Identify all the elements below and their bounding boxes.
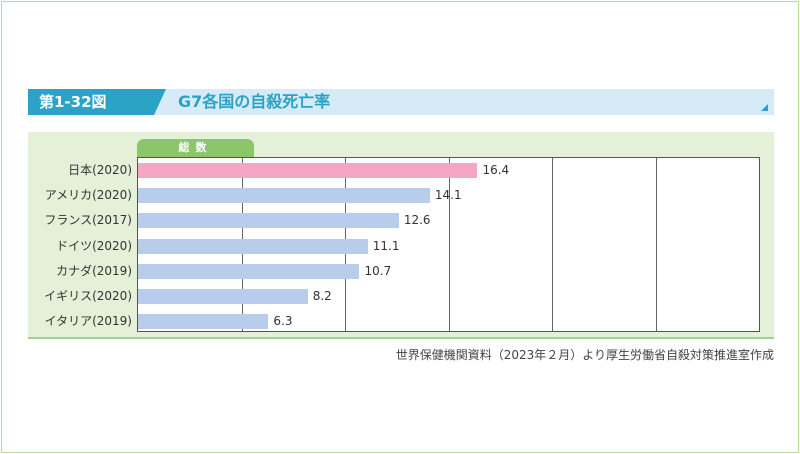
category-label: イギリス(2020) [44, 289, 132, 303]
figure-number: 第1-32図 [28, 89, 166, 115]
bar [138, 238, 368, 254]
data-label: 10.7 [364, 263, 392, 278]
data-label: 8.2 [312, 289, 332, 303]
category-label: カナダ(2019) [56, 263, 132, 278]
series-tab: 総数 [137, 139, 254, 157]
gridline [449, 158, 450, 331]
source-note: 世界保健機関資料（2023年２月）より厚生労働省自殺対策推進室作成 [395, 348, 774, 362]
figure-header: 第1-32図 G7各国の自殺死亡率 [28, 89, 774, 115]
category-label: ドイツ(2020) [56, 238, 132, 253]
bar [138, 213, 399, 229]
data-label: 6.3 [273, 314, 293, 329]
corner-triangle-icon [761, 104, 768, 111]
category-label: アメリカ(2020) [44, 188, 132, 203]
category-label: イタリア(2019) [44, 314, 132, 329]
bar [138, 314, 269, 330]
bar [138, 263, 360, 279]
bar [138, 188, 430, 204]
category-label: フランス(2017) [44, 213, 132, 228]
data-label: 16.4 [482, 163, 510, 177]
gridline [656, 158, 657, 331]
data-label: 11.1 [372, 238, 400, 253]
gridline [552, 158, 553, 331]
bar [138, 163, 478, 178]
plot-area: 16.4 14.1 12.6 11.1 10.7 8.2 6.3 [137, 157, 760, 332]
figure-title: G7各国の自殺死亡率 [178, 92, 331, 111]
panel-bottom-rule [28, 337, 774, 339]
data-label: 12.6 [403, 213, 431, 228]
data-label: 14.1 [434, 188, 462, 203]
bar [138, 289, 308, 304]
category-label: 日本(2020) [68, 163, 132, 177]
